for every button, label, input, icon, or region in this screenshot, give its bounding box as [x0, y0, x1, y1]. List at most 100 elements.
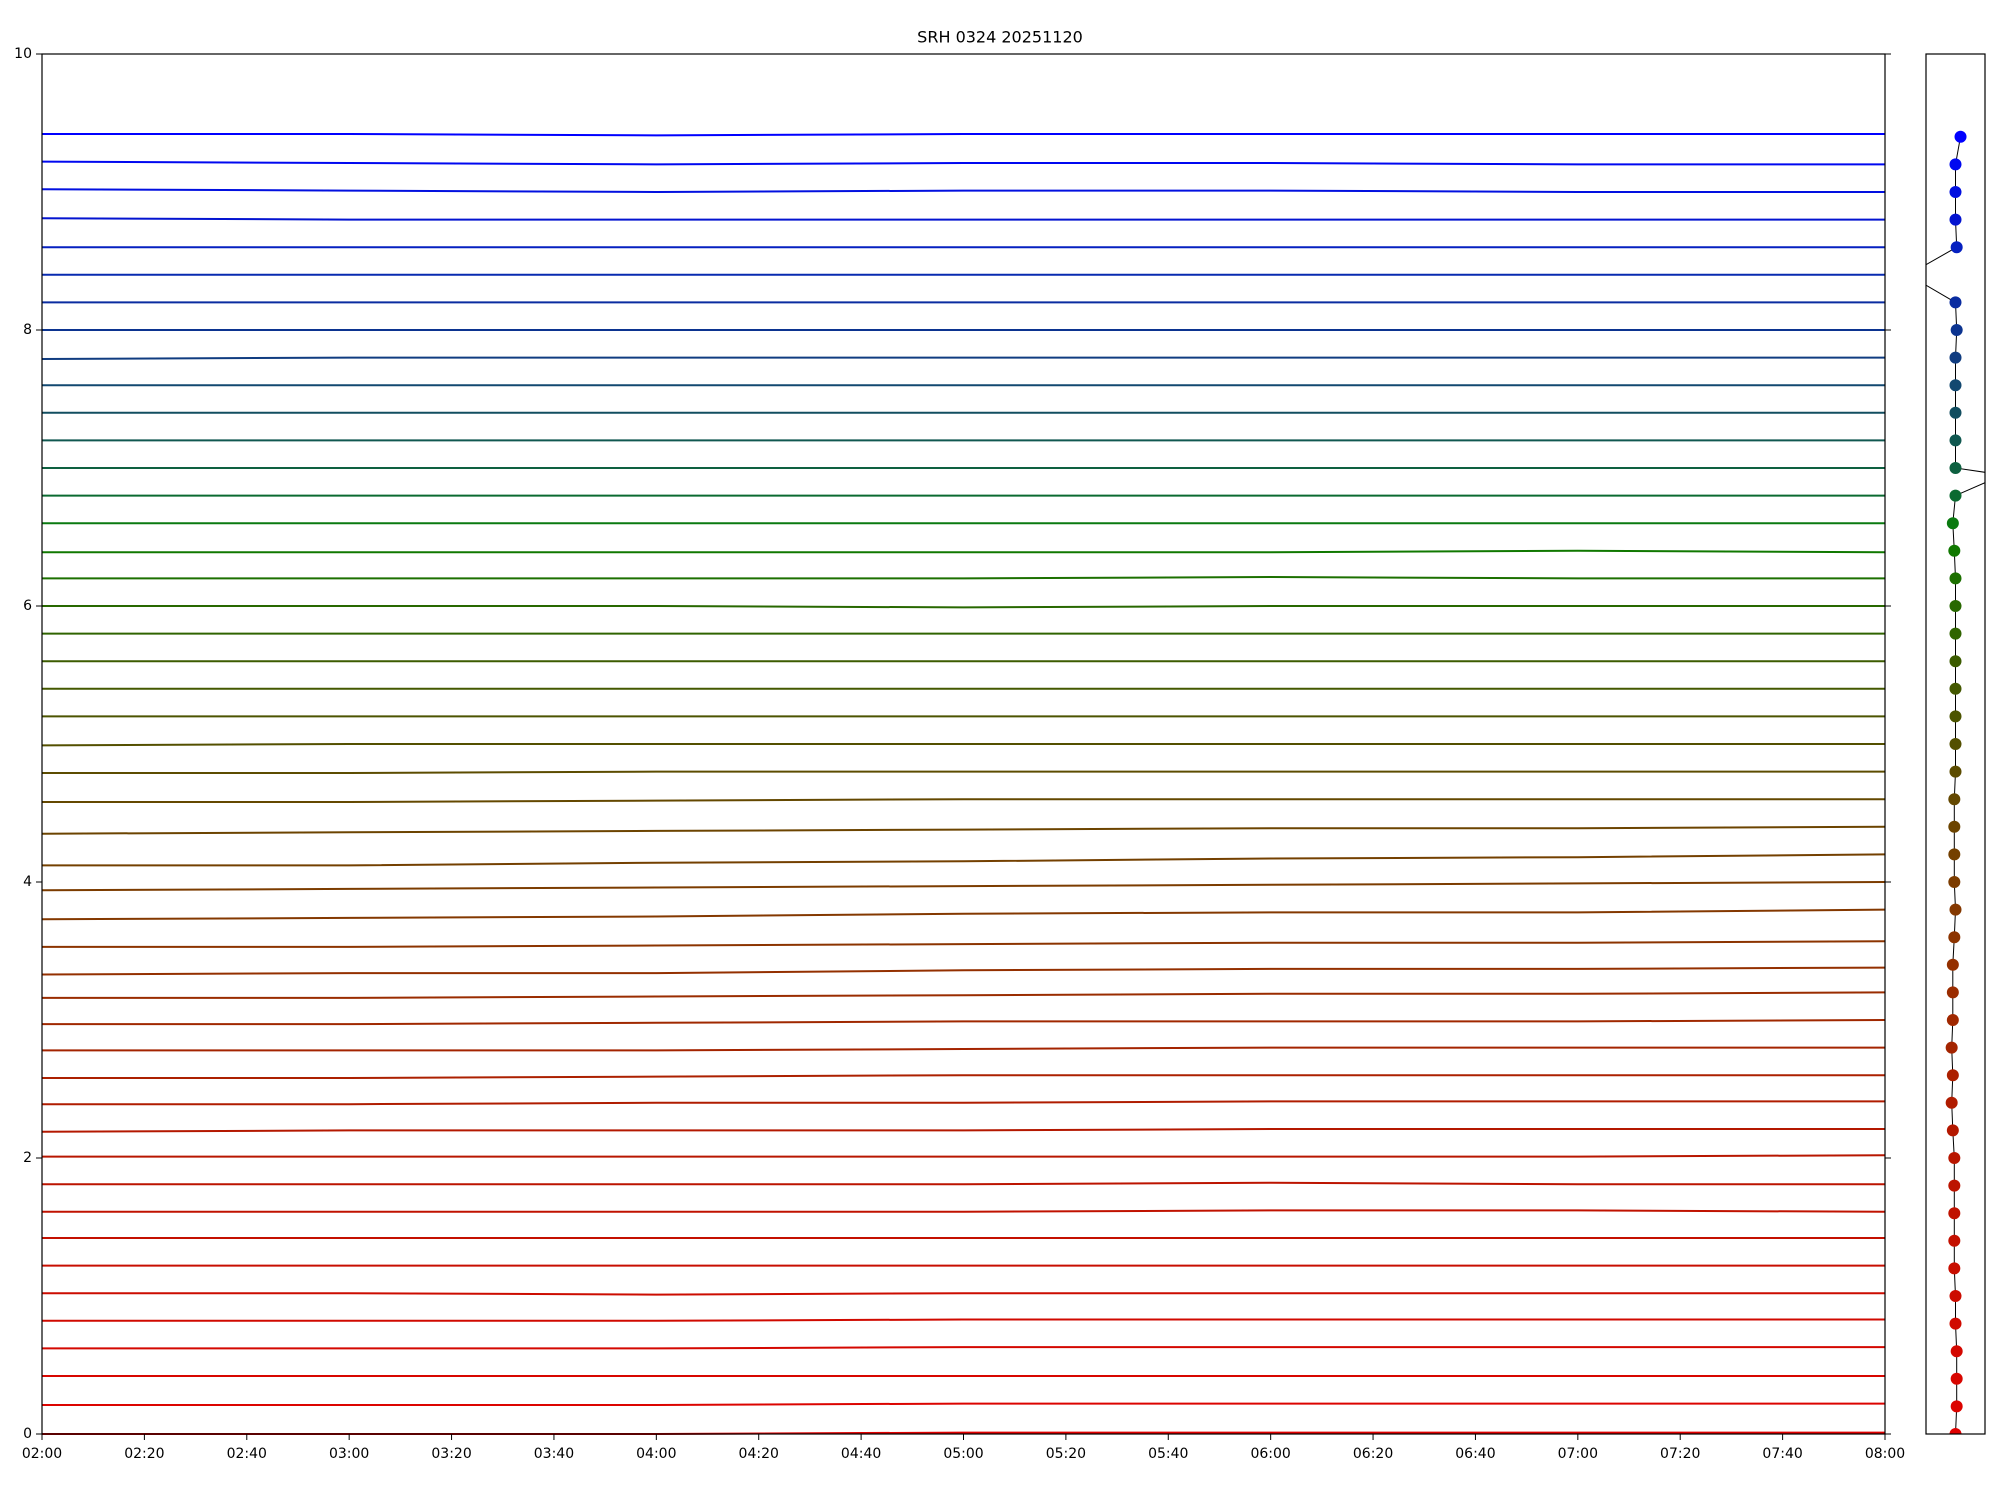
dot	[1949, 903, 1962, 916]
x-tick-label: 03:40	[534, 1446, 574, 1462]
trace	[42, 940, 1886, 948]
x-tick-label: 05:20	[1046, 1446, 1086, 1462]
dot	[1948, 1207, 1961, 1220]
dot	[1949, 489, 1962, 502]
trace	[42, 1046, 1885, 1052]
trace	[41, 217, 1885, 221]
y-tick-label: 8	[23, 322, 32, 338]
trace	[42, 1181, 1885, 1186]
trace	[41, 908, 1886, 921]
trace	[42, 1292, 1885, 1296]
trace	[42, 798, 1885, 803]
dot	[1948, 1179, 1961, 1192]
trace	[42, 1154, 1886, 1158]
dot	[1946, 517, 1959, 530]
dot	[1949, 738, 1962, 750]
dot	[1950, 1400, 1963, 1413]
dot	[1948, 1262, 1961, 1275]
dot	[1949, 572, 1962, 585]
y-tick-label: 10	[14, 46, 32, 62]
dot	[1950, 241, 1963, 254]
x-tick-label: 04:00	[636, 1446, 676, 1462]
dot	[1949, 600, 1962, 612]
trace	[41, 1128, 1885, 1133]
dot	[1949, 379, 1962, 392]
x-tick-label: 06:40	[1455, 1446, 1495, 1462]
dot	[1949, 462, 1962, 474]
dot	[1945, 1096, 1958, 1109]
trace	[42, 770, 1885, 774]
trace	[41, 188, 1885, 194]
dot	[1948, 544, 1961, 557]
trace	[41, 966, 1886, 976]
x-tick-label: 06:20	[1353, 1446, 1393, 1462]
x-tick-label: 05:40	[1148, 1446, 1188, 1462]
trace	[42, 853, 1886, 867]
trace	[42, 1402, 1885, 1406]
chart-title: SRH 0324 20251120	[917, 28, 1083, 47]
dot	[1946, 1014, 1959, 1026]
x-tick-label: 05:00	[943, 1446, 983, 1462]
panel-frame	[1925, 53, 1986, 1435]
dot	[1948, 876, 1961, 888]
trace	[42, 1019, 1886, 1026]
dot	[1948, 820, 1961, 833]
dot	[1948, 1152, 1961, 1164]
dot	[1949, 710, 1962, 723]
dot	[1945, 1041, 1958, 1054]
trace	[42, 549, 1886, 554]
y-tick-label: 4	[23, 874, 32, 890]
x-tick-label: 07:40	[1762, 1446, 1802, 1462]
trace	[41, 356, 1885, 360]
dot	[1950, 1372, 1963, 1385]
trace	[42, 605, 1885, 609]
dot	[1949, 655, 1962, 668]
dot	[1948, 931, 1961, 944]
dot	[1949, 158, 1962, 171]
x-tick-label: 02:40	[227, 1446, 267, 1462]
trace	[41, 743, 1885, 747]
dot	[1949, 296, 1962, 309]
trace	[42, 1209, 1886, 1213]
dot	[1954, 130, 1967, 143]
dot	[1949, 213, 1962, 226]
dot	[1949, 682, 1962, 695]
dot	[1950, 324, 1963, 336]
trace	[42, 991, 1886, 999]
dot	[1946, 958, 1959, 971]
trace	[42, 1346, 1885, 1350]
dot	[1946, 1069, 1959, 1082]
y-tick-label: 2	[23, 1150, 32, 1166]
x-tick-label: 06:00	[1250, 1446, 1290, 1462]
dot	[1949, 1428, 1962, 1434]
x-tick-label: 04:40	[841, 1446, 881, 1462]
dot	[1949, 765, 1962, 778]
trace	[42, 133, 1885, 137]
trace	[41, 881, 1886, 892]
dot	[1946, 986, 1959, 999]
y-tick-label: 6	[23, 598, 32, 614]
x-tick-label: 02:00	[22, 1446, 62, 1462]
dot	[1949, 1317, 1962, 1330]
dot	[1948, 848, 1961, 861]
x-tick-label: 08:00	[1865, 1446, 1905, 1462]
x-tick-label: 07:20	[1660, 1446, 1700, 1462]
dot	[1949, 186, 1962, 198]
x-tick-label: 04:20	[739, 1446, 779, 1462]
y-tick-label: 0	[23, 1426, 32, 1442]
x-tick-label: 02:20	[124, 1446, 164, 1462]
trace	[42, 1074, 1885, 1079]
dot	[1946, 1124, 1959, 1137]
trace	[42, 575, 1885, 580]
x-tick-label: 03:00	[329, 1446, 369, 1462]
dot	[1949, 351, 1962, 364]
x-tick-label: 07:00	[1558, 1446, 1598, 1462]
trace	[41, 160, 1885, 166]
dot	[1949, 627, 1962, 640]
dot-panel	[1926, 130, 1985, 1434]
trace	[42, 1100, 1885, 1106]
dot	[1950, 1345, 1963, 1358]
